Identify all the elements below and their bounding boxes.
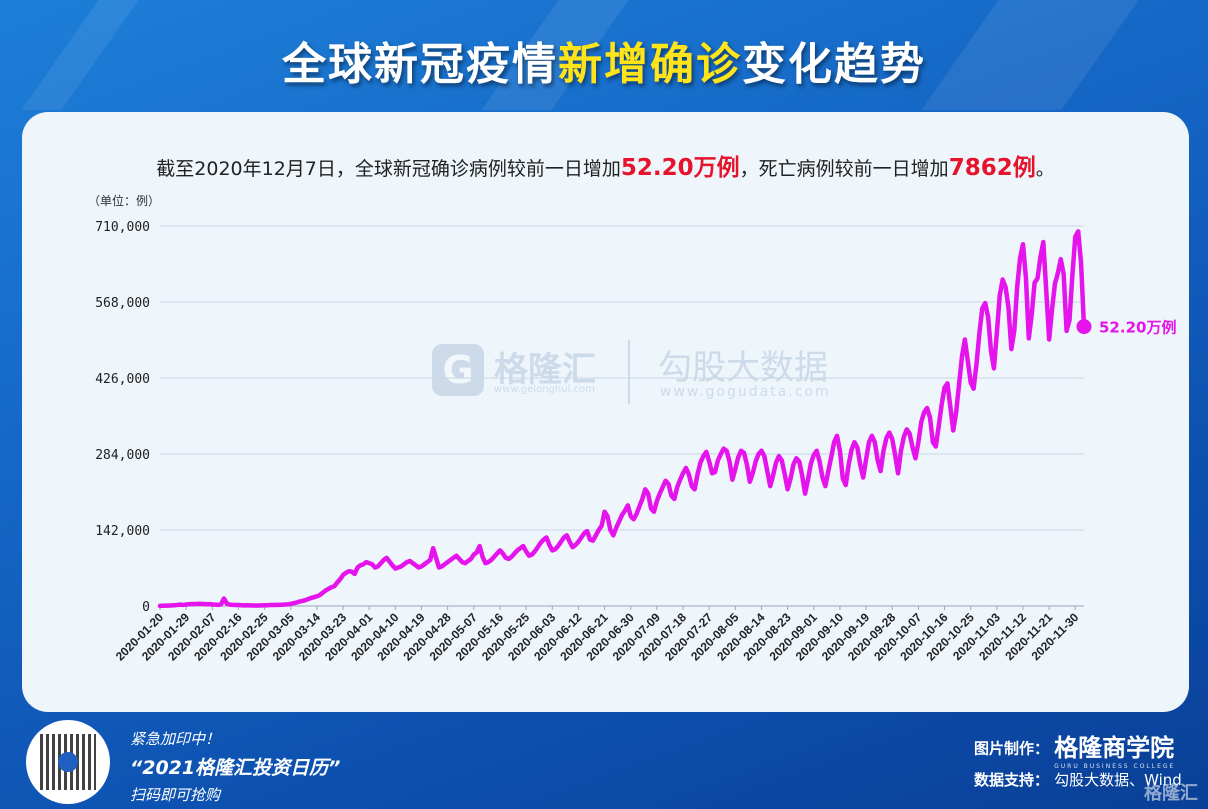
watermark-brand1: 格隆汇 bbox=[494, 350, 596, 390]
watermark: G 格隆汇 www.gelonghui.com 勾股大数据 www.goguda… bbox=[432, 340, 892, 410]
credit-made-brand: 格隆商学院 bbox=[1054, 734, 1175, 762]
y-tick-label: 0 bbox=[142, 600, 150, 615]
summary-cases: 52.20万例 bbox=[620, 155, 740, 181]
series-line bbox=[157, 229, 1087, 609]
y-tick-label: 284,000 bbox=[95, 448, 150, 463]
watermark-url2: www.gogudata.com bbox=[660, 384, 831, 400]
y-tick-label: 426,000 bbox=[95, 372, 150, 387]
end-point-label: 52.20万例 bbox=[1099, 319, 1176, 337]
unit-label: （单位：例） bbox=[88, 194, 161, 208]
line-chart: 0142,000284,000426,000568,000710,0002020… bbox=[95, 220, 1176, 664]
promo-line1: 紧急加印中！ bbox=[130, 730, 221, 748]
qr-pattern bbox=[40, 734, 96, 790]
title-highlight: 新增确诊 bbox=[558, 39, 742, 90]
y-tick-label: 710,000 bbox=[95, 220, 150, 235]
credit-data-value: 勾股大数据、Wind bbox=[1054, 771, 1182, 789]
summary-prefix: 截至2020年12月7日，全球新冠确诊病例较前一日增加 bbox=[156, 158, 621, 180]
watermark-divider bbox=[628, 340, 630, 404]
summary-deaths: 7862例 bbox=[948, 155, 1036, 181]
promo-block: 紧急加印中！ “2021格隆汇投资日历” 扫码即可抢购 bbox=[130, 728, 340, 805]
credit-data: 数据支持： 勾股大数据、Wind bbox=[974, 769, 1182, 790]
corner-logo: 格隆汇 bbox=[1144, 783, 1198, 804]
watermark-url1: www.gelonghui.com bbox=[494, 384, 595, 395]
credit-data-label: 数据支持： bbox=[974, 771, 1050, 789]
summary-middle: ，死亡病例较前一日增加 bbox=[739, 158, 949, 180]
page-title: 全球新冠疫情新增确诊变化趋势 bbox=[0, 28, 1208, 92]
promo-line3: 扫码即可抢购 bbox=[130, 786, 221, 804]
chart-card: 截至2020年12月7日，全球新冠确诊病例较前一日增加52.20万例，死亡病例较… bbox=[22, 112, 1189, 712]
credit-made: 图片制作： 格隆商学院 GURU BUSINESS COLLEGE bbox=[974, 728, 1175, 770]
summary-suffix: 。 bbox=[1035, 158, 1055, 180]
promo-line2: “2021格隆汇投资日历” bbox=[130, 757, 341, 779]
title-part1: 全球新冠疫情 bbox=[282, 39, 558, 90]
y-tick-label: 568,000 bbox=[95, 296, 150, 311]
qr-code[interactable] bbox=[26, 720, 110, 804]
watermark-brand2: 勾股大数据 bbox=[658, 348, 828, 388]
title-part2: 变化趋势 bbox=[742, 39, 926, 90]
y-tick-label: 142,000 bbox=[95, 524, 150, 539]
credit-made-sub: GURU BUSINESS COLLEGE bbox=[1054, 763, 1176, 770]
credit-made-label: 图片制作： bbox=[974, 739, 1050, 758]
summary-text: 截至2020年12月7日，全球新冠确诊病例较前一日增加52.20万例，死亡病例较… bbox=[22, 148, 1189, 182]
end-point-marker bbox=[1076, 319, 1092, 335]
qr-logo-icon bbox=[58, 752, 78, 772]
watermark-logo-icon: G bbox=[432, 344, 484, 396]
